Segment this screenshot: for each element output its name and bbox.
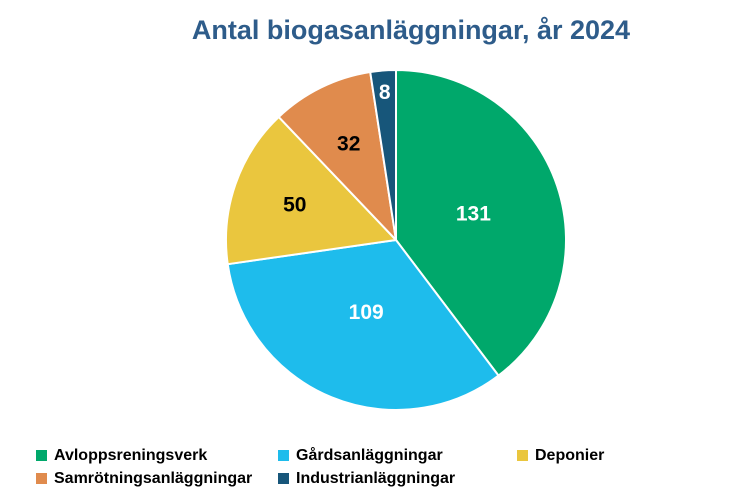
pie-slice-avloppsreningsverk [395, 69, 567, 377]
legend-swatch-icon [517, 450, 528, 461]
slice-value-label-g-rdsanl-ggningar: 109 [349, 301, 384, 324]
pie-slice-deponier [225, 115, 397, 266]
legend-item-industrianl-ggningar: Industrianläggningar [278, 470, 517, 488]
pie-slice-g-rdsanl-ggningar [226, 239, 500, 411]
slice-value-label-samr-tningsanl-ggningar: 32 [337, 132, 360, 155]
pie-slice-samr-tningsanl-ggningar [277, 70, 397, 241]
legend-label: Samrötningsanläggningar [54, 469, 253, 487]
slice-value-label-industrianl-ggningar: 8 [379, 81, 391, 104]
legend-label: Deponier [535, 446, 605, 464]
legend-row: Avloppsreningsverk Gårdsanläggningar Depon… [0, 444, 750, 467]
legend-row: Samrötningsanläggningar Industrianläggnin… [0, 467, 750, 490]
legend-label: Gårdsanläggningar [296, 446, 443, 464]
legend-swatch-icon [36, 473, 47, 484]
legend-item-g-rdsanl-ggningar: Gårdsanläggningar [278, 447, 517, 465]
chart-legend: Avloppsreningsverk Gårdsanläggningar Depon… [0, 444, 750, 490]
legend-label: Industrianläggningar [296, 469, 456, 487]
chart-title: Antal biogasanläggningar, år 2024 [191, 15, 631, 45]
slice-value-label-deponier: 50 [283, 194, 306, 217]
legend-label: Avloppsreningsverk [54, 446, 208, 464]
legend-item-samr-tningsanl-ggningar: Samrötningsanläggningar [36, 470, 278, 488]
legend-swatch-icon [278, 473, 289, 484]
legend-item-deponier: Deponier [517, 447, 750, 465]
legend-item-avloppsreningsverk: Avloppsreningsverk [36, 447, 278, 465]
legend-swatch-icon [278, 450, 289, 461]
slice-value-label-avloppsreningsverk: 131 [456, 203, 491, 226]
legend-swatch-icon [36, 450, 47, 461]
pie-slice-industrianl-ggningar [369, 69, 397, 241]
